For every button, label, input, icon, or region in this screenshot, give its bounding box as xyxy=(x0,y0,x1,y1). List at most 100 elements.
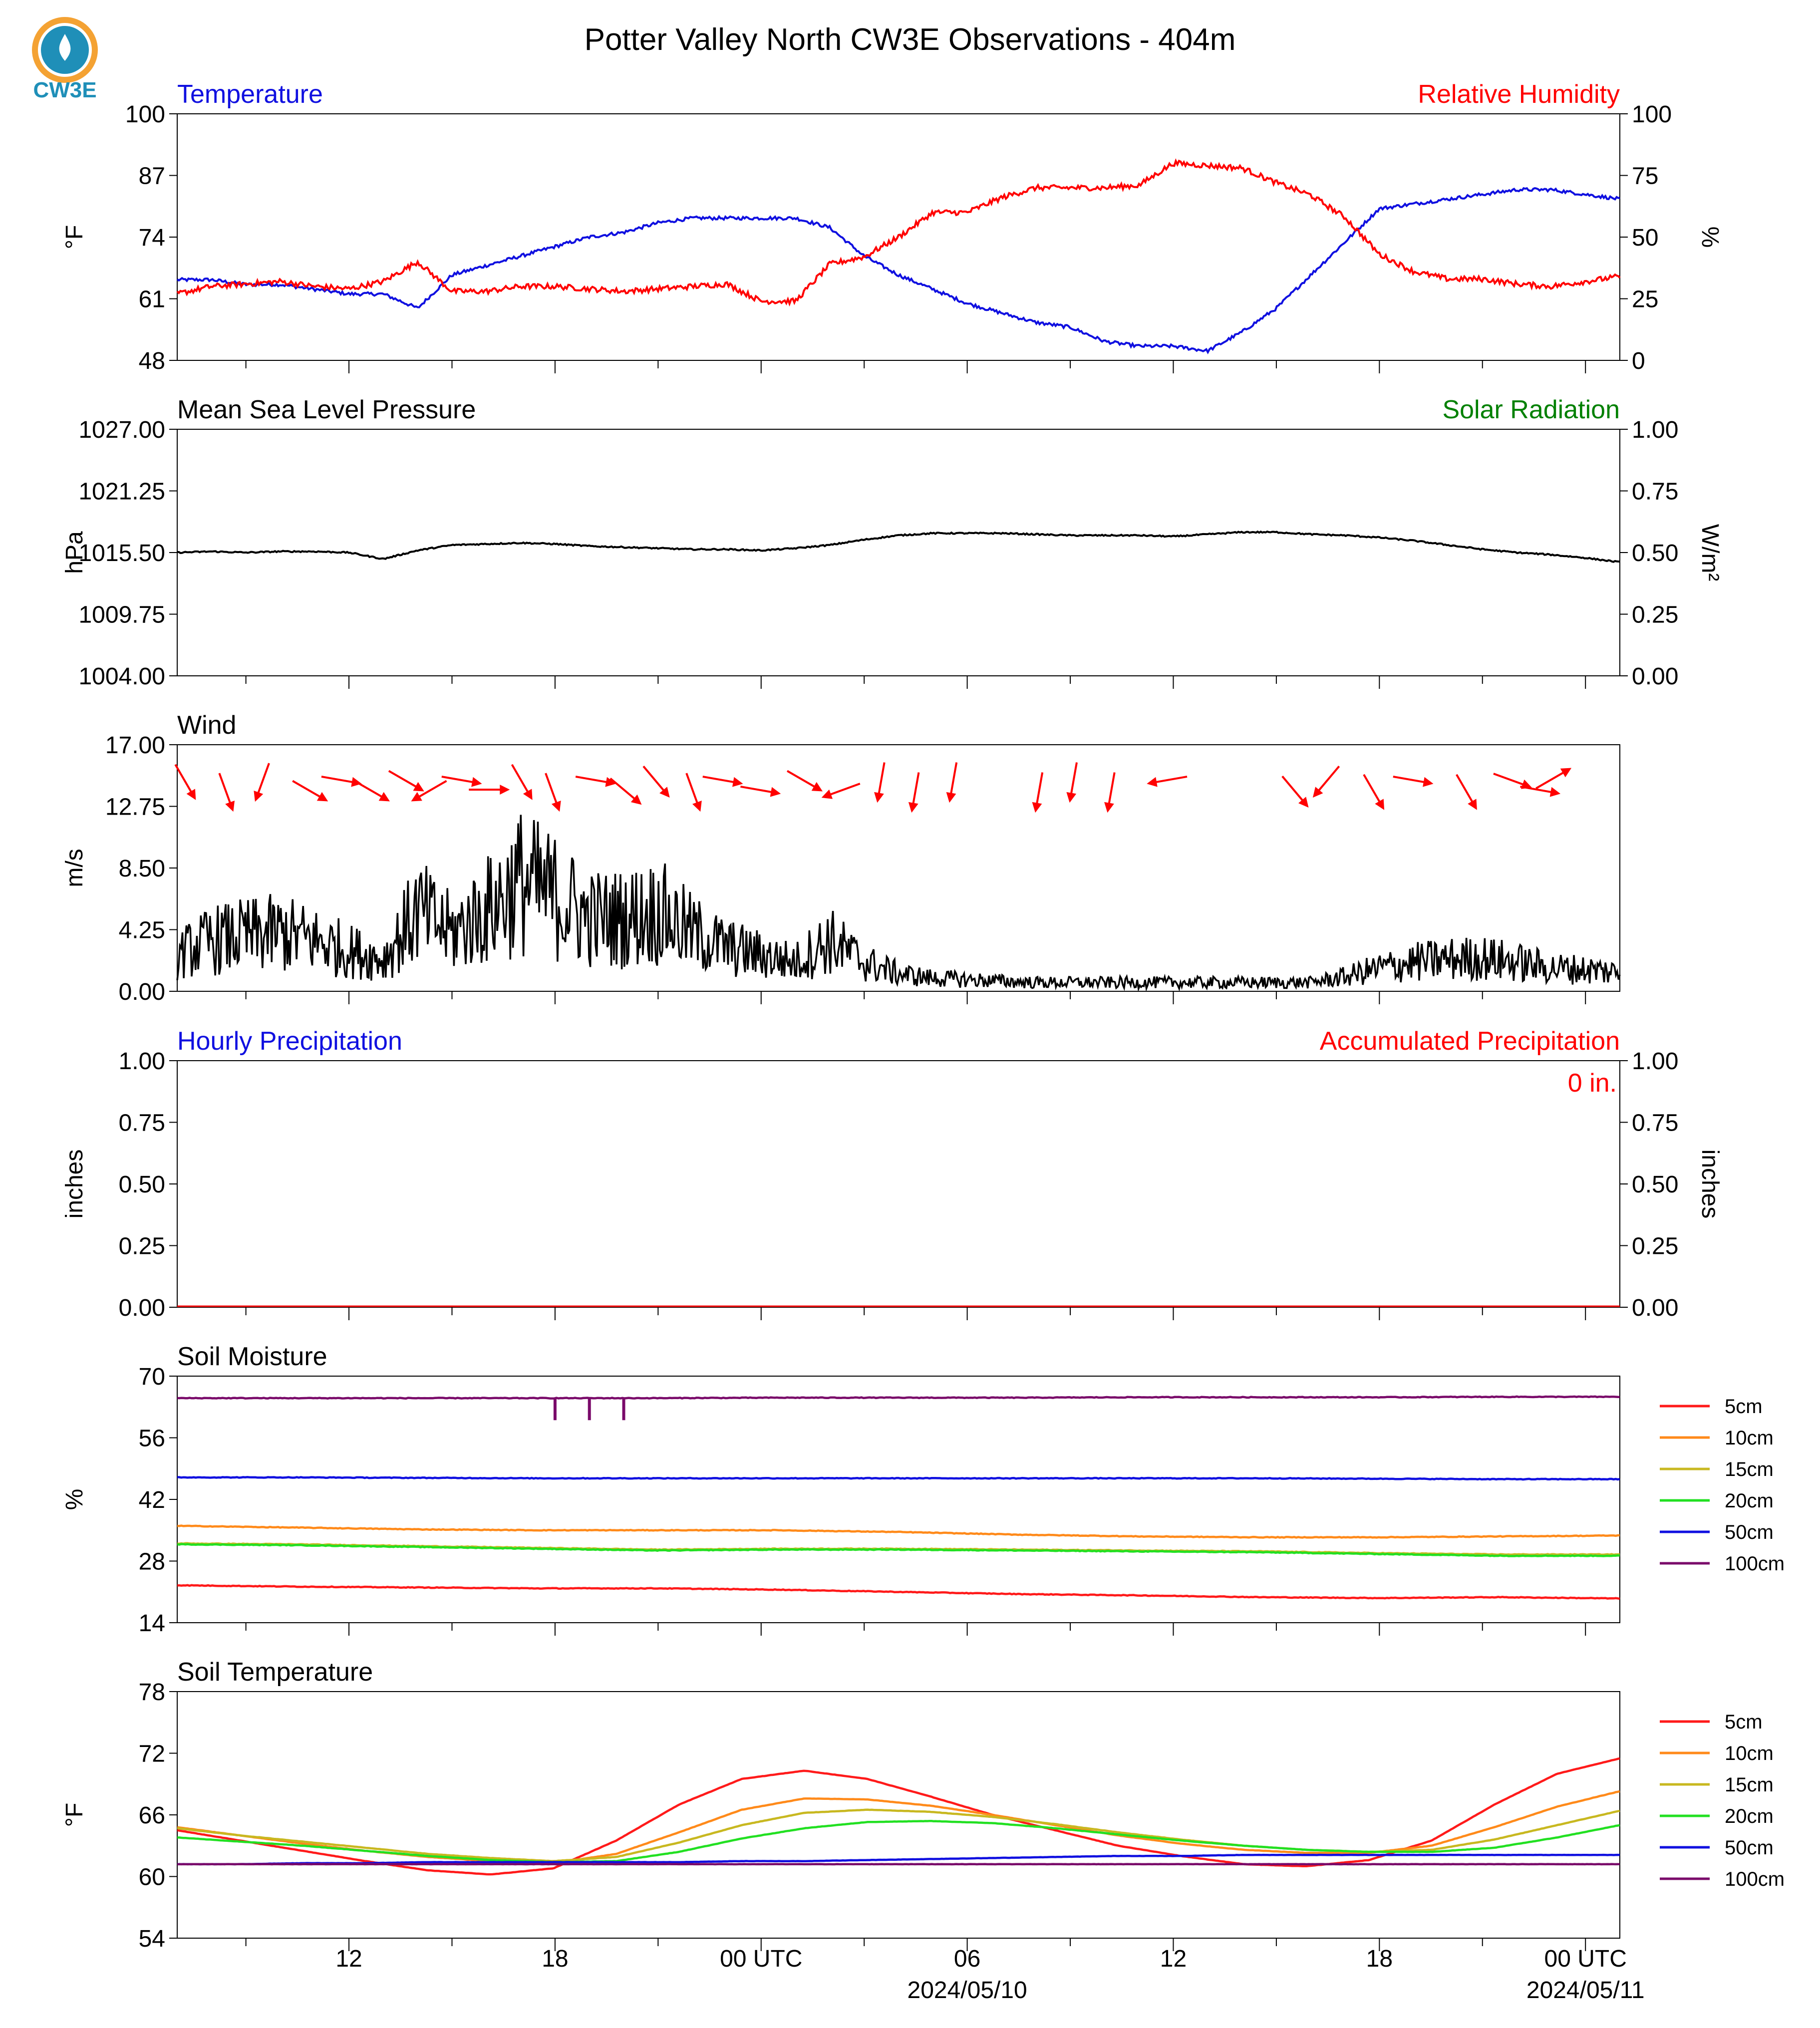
y-tick-label-left: 0.25 xyxy=(119,1233,165,1260)
y-tick-label-left: 14 xyxy=(139,1610,165,1637)
wind-arrow-head xyxy=(1312,787,1323,798)
wind-arrow-shaft xyxy=(256,763,270,797)
series-line-50cm xyxy=(177,1853,1620,1866)
y-tick-label-left: 1.00 xyxy=(119,1048,165,1075)
wind-arrow-head xyxy=(1298,797,1309,808)
wind-arrow-shaft xyxy=(575,775,610,784)
wind-arrow-head xyxy=(186,789,196,800)
panel-title-left: Mean Sea Level Pressure xyxy=(177,395,476,424)
x-date-label: 2024/05/10 xyxy=(908,1977,1027,2004)
wind-arrow-shaft xyxy=(1456,774,1475,806)
y-tick-label-left: 0.75 xyxy=(119,1110,165,1137)
plot-frame xyxy=(177,1376,1620,1623)
series-line-5cm xyxy=(177,1757,1620,1876)
wind-arrow-head xyxy=(413,782,424,792)
y-tick-label-right: 0.25 xyxy=(1632,1233,1678,1260)
logo-text: CW3E xyxy=(33,78,96,102)
y-axis-label-left: m/s xyxy=(61,849,88,887)
legend-label-5cm: 5cm xyxy=(1725,1396,1763,1418)
series-line-5cm xyxy=(177,1584,1620,1600)
wind-arrow-head xyxy=(630,794,642,805)
wind-arrow-head xyxy=(874,792,884,803)
chart-panel-5: 70 56 42 28 14 Soil Moisture% 5cm 10cm 15cm 20cm 5… xyxy=(61,1342,1785,1637)
wind-arrow-head xyxy=(908,802,918,813)
y-tick-label-left: 54 xyxy=(139,1926,165,1952)
panel-title-right: Solar Radiation xyxy=(1442,395,1620,424)
y-axis-label-left: °F xyxy=(61,1803,88,1827)
wind-arrow-head xyxy=(411,792,422,802)
wind-arrow-shaft xyxy=(1069,762,1078,797)
wind-arrow-head xyxy=(254,791,264,802)
y-tick-label-left: 12.75 xyxy=(105,794,165,821)
series-line-10cm xyxy=(177,1524,1620,1539)
y-axis-label-left: inches xyxy=(61,1150,88,1219)
y-axis-label-left: °F xyxy=(61,225,88,250)
y-axis-label-right: W/m² xyxy=(1697,524,1723,581)
y-tick-label-left: 4.25 xyxy=(119,917,165,944)
y-tick-label-left: 74 xyxy=(139,225,165,251)
panel-title-left: Soil Temperature xyxy=(177,1658,373,1687)
wind-arrow-head xyxy=(225,801,235,812)
wind-arrow-head xyxy=(523,789,533,800)
wind-arrow-head xyxy=(1032,802,1042,813)
y-tick-label-left: 72 xyxy=(139,1741,165,1767)
accumulated-total-label: 0 in. xyxy=(1568,1069,1617,1098)
wind-arrow-shaft xyxy=(642,765,667,794)
wind-arrow-shaft xyxy=(292,780,323,800)
y-tick-label-right: 1.00 xyxy=(1632,1048,1678,1075)
y-tick-label-right: 75 xyxy=(1632,163,1658,190)
wind-arrow-shaft xyxy=(702,775,738,784)
wind-arrow-shaft xyxy=(740,785,775,794)
chart-panel-1: 100 87 74 61 48 100 75 50 25 0 Temperature Relative… xyxy=(61,80,1723,374)
series-line-temperature xyxy=(176,187,1620,354)
plot-frame xyxy=(177,429,1620,676)
wind-arrow-shaft xyxy=(1520,785,1555,794)
wind-arrow-head xyxy=(316,792,328,802)
wind-arrow-shaft xyxy=(1316,765,1340,794)
y-tick-label-right: 0 xyxy=(1632,348,1645,374)
panel-title-left: Temperature xyxy=(177,80,323,109)
wind-arrow-shaft xyxy=(218,773,233,807)
y-tick-label-left: 0.00 xyxy=(119,979,165,1005)
wind-arrow-shaft xyxy=(877,762,886,797)
wind-arrow-shaft xyxy=(609,777,638,802)
y-axis-label-right: % xyxy=(1697,227,1723,248)
x-date-label: 2024/05/11 xyxy=(1526,1977,1645,2004)
y-tick-label-right: 25 xyxy=(1632,287,1658,313)
series-line-50cm xyxy=(177,1476,1620,1481)
legend-label-15cm: 15cm xyxy=(1725,1774,1774,1796)
series-line-pressure xyxy=(177,530,1620,563)
series-line-relative-humidity xyxy=(176,158,1621,307)
y-tick-label-right: 0.75 xyxy=(1632,1110,1678,1137)
droplet-icon xyxy=(59,34,71,61)
y-tick-label-right: 1.00 xyxy=(1632,417,1678,443)
y-tick-label-left: 8.50 xyxy=(119,856,165,882)
wind-arrow-shaft xyxy=(174,764,194,796)
wind-arrow-head xyxy=(821,789,833,799)
y-tick-label-right: 50 xyxy=(1632,225,1658,251)
y-tick-label-left: 0.50 xyxy=(119,1171,165,1198)
y-tick-label-left: 1015.50 xyxy=(78,540,165,567)
y-tick-label-right: 100 xyxy=(1632,101,1672,128)
y-tick-label-right: 0.75 xyxy=(1632,479,1678,505)
wind-arrow-head xyxy=(471,777,482,787)
wind-arrow-head xyxy=(1375,799,1385,810)
y-tick-label-left: 60 xyxy=(139,1864,165,1891)
y-tick-label-left: 0.00 xyxy=(119,1295,165,1321)
legend-label-15cm: 15cm xyxy=(1725,1458,1774,1480)
wind-arrow-head xyxy=(811,782,823,792)
legend-label-20cm: 20cm xyxy=(1725,1805,1774,1827)
series-line-20cm xyxy=(177,1820,1620,1863)
logo-ring xyxy=(32,17,98,83)
wind-arrow-head xyxy=(1147,777,1158,787)
wind-arrow-head xyxy=(1468,799,1477,810)
x-tick-label: 00 UTC xyxy=(1544,1946,1627,1972)
wind-arrow-shaft xyxy=(685,773,699,807)
y-tick-label-left: 78 xyxy=(139,1679,165,1706)
y-tick-label-left: 1009.75 xyxy=(78,602,165,628)
wind-arrow-head xyxy=(946,792,956,803)
chart-panel-6: 78 72 66 60 54 Soil Temperature °F 5cm 10cm 15cm 2… xyxy=(61,1658,1785,1952)
wind-arrow-head xyxy=(1549,787,1561,797)
chart-panel-3: 17.00 12.75 8.50 4.25 0.00 Wind m/s xyxy=(61,711,1621,1005)
wind-arrow-shaft xyxy=(827,783,861,797)
